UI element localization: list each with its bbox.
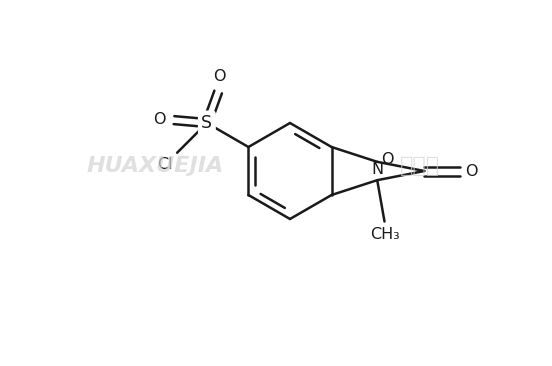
Text: CH₃: CH₃ — [370, 227, 400, 242]
Text: N: N — [371, 162, 383, 177]
Text: HUAXUEJIA: HUAXUEJIA — [86, 156, 224, 176]
Text: O: O — [213, 69, 225, 84]
Text: Cl: Cl — [157, 157, 173, 172]
Text: O: O — [465, 164, 478, 179]
Text: O: O — [153, 112, 166, 127]
Text: S: S — [201, 114, 213, 132]
Text: O: O — [381, 152, 394, 167]
Text: 化学加: 化学加 — [400, 156, 440, 176]
